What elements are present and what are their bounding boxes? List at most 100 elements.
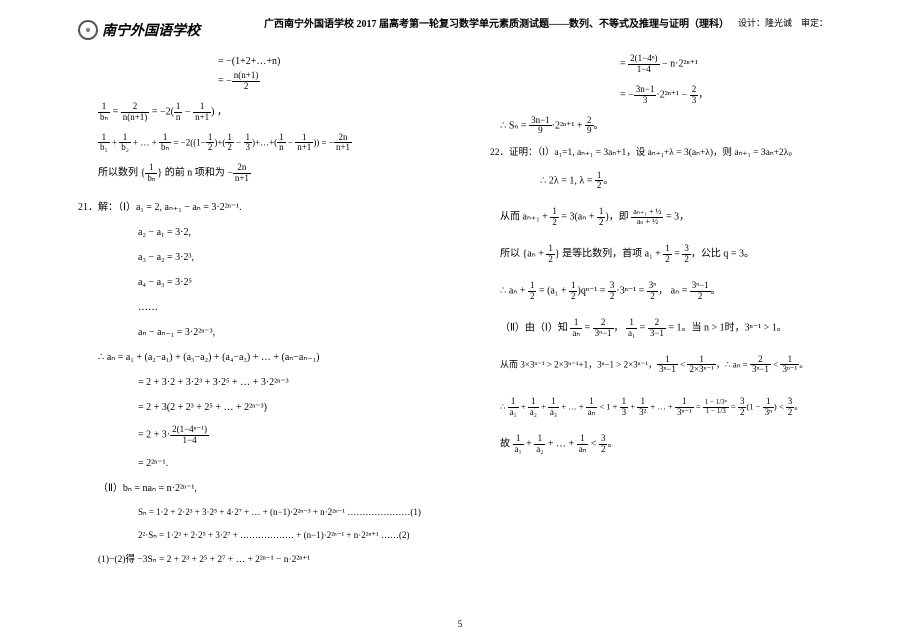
fraction: 23 <box>690 85 699 106</box>
fraction: 2nn+1 <box>334 133 352 154</box>
eq-line: 所以 {aₙ + 12} 是等比数列，首项 a₁ + 12 = 32，公比 q … <box>500 244 878 265</box>
page-number: 5 <box>458 619 463 629</box>
question-22-part2: （Ⅱ）由（Ⅰ）知 1aₙ = 23ⁿ−1， 1a₁ = 23−1 = 1。当 n… <box>500 318 878 339</box>
eq-text: = <box>620 59 628 70</box>
eq-line: 2²·Sₙ = 1·2³ + 2·2⁵ + 3·2⁷ + ……………… + (n… <box>98 529 476 543</box>
question-22: 22．证明：（Ⅰ）a₁=1, aₙ₊₁ = 3aₙ+1，设 aₙ₊₁+λ = 3… <box>490 146 878 160</box>
school-logo: 南宁外国语学校 <box>78 20 200 40</box>
left-column: = −(1+2+…+n) = −n(n+1)2 1bₙ = 2 n(n+1) = … <box>70 52 488 612</box>
denominator: n(n+1) <box>121 113 150 123</box>
fraction: 1aₙ <box>577 434 589 455</box>
question-21: 21．解：（Ⅰ）a₁ = 2, aₙ₊₁ − aₙ = 3·2²ⁿ⁻¹. <box>78 200 476 215</box>
eq-line: = −(1+2+…+n) <box>98 54 476 69</box>
eq-text: ，公比 q = 3。 <box>691 249 754 260</box>
fraction: 1a₁ <box>508 397 519 418</box>
fraction: 1bₙ <box>98 102 110 123</box>
logo-icon <box>78 20 98 40</box>
fraction: n(n+1)2 <box>232 71 261 92</box>
fraction: 13ⁿ⁻¹ <box>780 355 799 376</box>
denominator: n <box>277 143 286 153</box>
denominator: 3ⁿ−1 <box>750 365 771 375</box>
denominator: b₂ <box>119 143 131 153</box>
fraction: 1a₃ <box>548 397 559 418</box>
eq-line: Sₙ = 1·2 + 2·2³ + 3·2⁵ + 4·2⁷ + … + (n−1… <box>98 506 476 520</box>
fraction: 1b₁ <box>98 133 110 154</box>
fraction: 13 <box>620 397 629 418</box>
eq-line: ∴ aₙ + 12 = (a₁ + 12)qⁿ⁻¹ = 32·3ⁿ⁻¹ = 3ⁿ… <box>500 281 878 302</box>
fraction: 3ⁿ−12 <box>690 281 711 302</box>
denominator: 2 <box>546 255 555 265</box>
denominator: aₙ + ½ <box>631 218 663 227</box>
fraction: 29 <box>585 116 594 137</box>
numerator: 1 <box>570 318 582 329</box>
fraction: 13² <box>637 397 648 418</box>
eq-line: ∴ 1a₁ + 1a₂ + 1a₃ + … + 1aₙ < 1 + 13 + 1… <box>500 397 878 418</box>
denominator: n+1 <box>334 143 352 153</box>
fraction: 32 <box>682 244 691 265</box>
reviewer-label: 审定： <box>801 18 828 28</box>
fraction: 1 − 1/3ⁿ1 − 1/3 <box>703 399 729 415</box>
fraction: 23−1 <box>648 318 666 339</box>
eq-text: ∴ aₙ + <box>500 286 528 297</box>
eq-text: 。 <box>799 359 808 369</box>
eq-line: = −n(n+1)2 <box>98 71 476 92</box>
eq-line: 从而 3×3ⁿ⁻¹ > 2×3ⁿ⁻¹+1，3ⁿ−1 > 2×3ⁿ⁻¹，13ⁿ−1… <box>500 355 878 376</box>
eq-line: = 2²ⁿ⁻¹. <box>98 456 476 471</box>
eq-text: ·2²ⁿ⁺¹ − <box>656 89 689 100</box>
eq-line: ∴ 2λ = 1, λ = 12。 <box>500 171 878 192</box>
eq-text: )+…+( <box>252 137 277 147</box>
fraction: 1aₙ <box>586 397 598 418</box>
denominator: a₁ <box>513 445 524 455</box>
eq-line: …… <box>98 300 476 315</box>
denominator: 3² <box>637 408 648 418</box>
numerator: 2 <box>648 318 666 329</box>
denominator: a₂ <box>534 445 545 455</box>
denominator: 2 <box>690 292 711 302</box>
fraction: 12 <box>225 133 234 154</box>
eq-text: < 1 + <box>597 402 619 412</box>
eq-text: 所以 {aₙ + <box>500 249 546 260</box>
question-21-part2: （Ⅱ）bₙ = naₙ = n·2²ⁿ⁻¹, <box>98 481 476 496</box>
eq-text: = − <box>620 89 634 100</box>
eq-line: = 2 + 3·2 + 3·2³ + 3·2⁵ + … + 3·2²ⁿ⁻³ <box>98 375 476 390</box>
document-title: 广西南宁外国语学校 2017 届高考第一轮复习数学单元素质测试题——数列、不等式… <box>264 15 729 30</box>
page-content: = −(1+2+…+n) = −n(n+1)2 1bₙ = 2n(n+1) = … <box>70 52 890 612</box>
denominator: aₙ <box>577 445 589 455</box>
denominator: 2 <box>225 143 234 153</box>
eq-text: + <box>519 402 528 412</box>
eq-text: )+( <box>214 137 225 147</box>
eq-line: (1)−(2)得 −3Sₙ = 2 + 2³ + 2⁵ + 2⁷ + … + 2… <box>98 553 476 567</box>
eq-text: = <box>672 249 683 260</box>
fraction: 1a₁ <box>513 434 524 455</box>
fraction: 13ⁿ−1 <box>657 355 678 376</box>
denominator: 3ⁿ <box>763 408 774 418</box>
eq-text: + … + <box>131 137 159 147</box>
eq-text: = <box>729 402 738 412</box>
eq-text: )，即 <box>605 212 631 223</box>
denominator: 1−4 <box>170 436 209 446</box>
denominator: b₁ <box>98 143 110 153</box>
eq-line: = 2 + 3·2(1−4ⁿ⁻¹)1−4 <box>98 425 476 446</box>
denominator: 2 <box>682 255 691 265</box>
fraction: 1bₙ <box>145 163 157 184</box>
fraction: 2nn+1 <box>233 163 251 184</box>
eq-text: = <box>110 106 121 117</box>
fraction: 32 <box>786 397 795 418</box>
fraction: 12 <box>550 207 559 228</box>
eq-line: ∴ aₙ = a₁ + (a₂−a₁) + (a₃−a₂) + (a₄−a₃) … <box>98 350 476 365</box>
fraction: 1aₙ <box>570 318 582 339</box>
eq-line: 1b₁ + 1b₂ + … + 1bₙ = −2((1−12)+(12 − 13… <box>98 133 476 154</box>
designer-info: 设计：隆光诚 审定： <box>738 16 828 29</box>
eq-text: = 3， <box>663 212 689 223</box>
fraction: 1a₂ <box>528 397 539 418</box>
eq-text: − <box>234 137 244 147</box>
eq-line: = 2 + 3(2 + 2³ + 2⁵ + … + 2²ⁿ⁻³) <box>98 400 476 415</box>
eq-text: ·3ⁿ⁻¹ = <box>616 286 646 297</box>
denominator: n+1 <box>295 143 313 153</box>
fraction: 1n+1 <box>295 133 313 154</box>
eq-text: + … + <box>545 439 576 450</box>
eq-text: )qⁿ⁻¹ = <box>577 286 607 297</box>
eq-text: 从而 3×3ⁿ⁻¹ > 2×3ⁿ⁻¹+1，3ⁿ−1 > 2×3ⁿ⁻¹， <box>500 359 657 369</box>
denominator: 2 <box>786 408 795 418</box>
denominator: a₁ <box>626 329 637 339</box>
